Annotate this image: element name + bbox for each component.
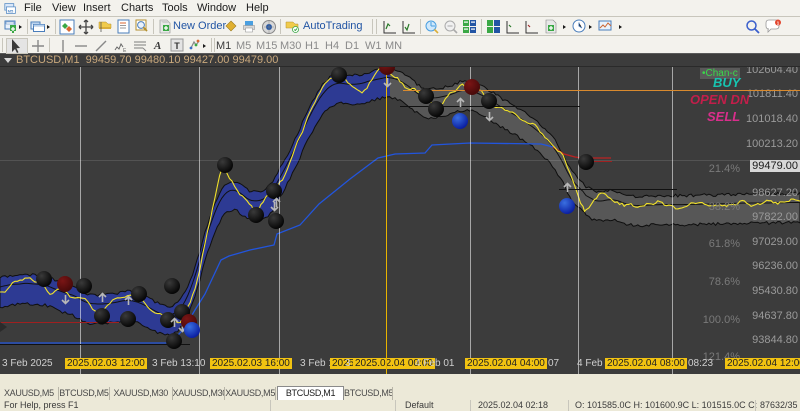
svg-text:M5: M5: [8, 9, 14, 14]
svg-text:T: T: [174, 41, 180, 51]
